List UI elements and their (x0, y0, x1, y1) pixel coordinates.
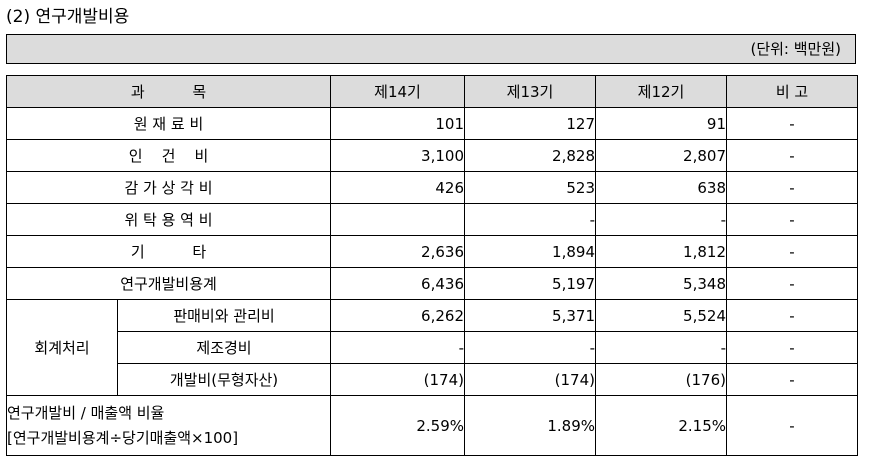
table-row-ratio: 연구개발비 / 매출액 비율 [연구개발비용계÷당기매출액×100] 2.59% … (6, 395, 858, 456)
cell-value: 638 (595, 171, 727, 204)
cell-remark: - (726, 203, 858, 236)
row-label: 제조경비 (117, 331, 331, 364)
cell-value: - (330, 331, 465, 364)
header-period-14: 제14기 (330, 75, 465, 108)
table-row: 인 건 비 3,100 2,828 2,807 - (6, 139, 858, 172)
cell-value: (174) (330, 363, 465, 396)
cell-value: 6,262 (330, 299, 465, 332)
cell-value: - (595, 331, 727, 364)
header-period-13: 제13기 (464, 75, 596, 108)
row-label: 원 재 료 비 (6, 107, 331, 140)
table-row: 기 타 2,636 1,894 1,812 - (6, 235, 858, 268)
cell-value (330, 203, 465, 236)
cell-value: 1.89% (464, 395, 596, 456)
cell-value: 91 (595, 107, 727, 140)
cell-remark: - (726, 139, 858, 172)
section-title: (2) 연구개발비용 (6, 7, 130, 27)
cell-value: 2.59% (330, 395, 465, 456)
accounting-group-label: 회계처리 (6, 299, 118, 396)
cell-value: 5,348 (595, 267, 727, 300)
cell-value: 3,100 (330, 139, 465, 172)
ratio-label-line1: 연구개발비 / 매출액 비율 (7, 403, 165, 422)
cell-value: 5,197 (464, 267, 596, 300)
cell-value: 523 (464, 171, 596, 204)
cell-value: 2.15% (595, 395, 727, 456)
cell-value: 6,436 (330, 267, 465, 300)
cell-value: - (595, 203, 727, 236)
cell-value: 426 (330, 171, 465, 204)
table-row-accounting: 개발비(무형자산) (174) (174) (176) - (7, 363, 858, 396)
cell-remark: - (726, 235, 858, 268)
ratio-label: 연구개발비 / 매출액 비율 [연구개발비용계÷당기매출액×100] (6, 395, 331, 456)
cell-value: - (464, 203, 596, 236)
table-row: 위 탁 용 역 비 - - - (6, 203, 858, 236)
table-row-total: 연구개발비용계 6,436 5,197 5,348 - (6, 267, 858, 300)
cell-value: 5,524 (595, 299, 727, 332)
cell-value: 127 (464, 107, 596, 140)
row-label: 연구개발비용계 (6, 267, 331, 300)
row-label: 감 가 상 각 비 (6, 171, 331, 204)
cell-value: (174) (464, 363, 596, 396)
table-row-accounting: 회계처리 판매비와 관리비 6,262 5,371 5,524 - (6, 299, 858, 396)
table-row: 원 재 료 비 101 127 91 - (6, 107, 858, 140)
table-row-accounting: 제조경비 - - - - (7, 331, 858, 364)
header-remark: 비 고 (726, 75, 858, 108)
cell-remark: - (726, 363, 858, 396)
row-label: 기 타 (6, 235, 331, 268)
row-label: 개발비(무형자산) (117, 363, 331, 396)
unit-label: (단위: 백만원) (750, 40, 841, 58)
header-period-12: 제12기 (595, 75, 727, 108)
ratio-label-line2: [연구개발비용계÷당기매출액×100] (7, 428, 239, 447)
cell-remark: - (726, 171, 858, 204)
table-row: 감 가 상 각 비 426 523 638 - (6, 171, 858, 204)
cell-remark: - (726, 331, 858, 364)
cell-value: 1,812 (595, 235, 727, 268)
cell-remark: - (726, 107, 858, 140)
cell-value: 2,807 (595, 139, 727, 172)
unit-bar: (단위: 백만원) (6, 34, 856, 64)
cell-value: 2,636 (330, 235, 465, 268)
row-label: 인 건 비 (6, 139, 331, 172)
table-header-row: 과 목 제14기 제13기 제12기 비 고 (6, 75, 858, 108)
row-label: 판매비와 관리비 (117, 299, 331, 332)
cell-value: 2,828 (464, 139, 596, 172)
row-label: 위 탁 용 역 비 (6, 203, 331, 236)
rd-expense-table: 과 목 제14기 제13기 제12기 비 고 원 재 료 비 101 127 9… (6, 75, 858, 456)
cell-remark: - (726, 395, 858, 456)
cell-remark: - (726, 299, 858, 332)
cell-value: - (464, 331, 596, 364)
header-item: 과 목 (6, 75, 331, 108)
cell-remark: - (726, 267, 858, 300)
cell-value: 1,894 (464, 235, 596, 268)
cell-value: 101 (330, 107, 465, 140)
cell-value: (176) (595, 363, 727, 396)
cell-value: 5,371 (464, 299, 596, 332)
